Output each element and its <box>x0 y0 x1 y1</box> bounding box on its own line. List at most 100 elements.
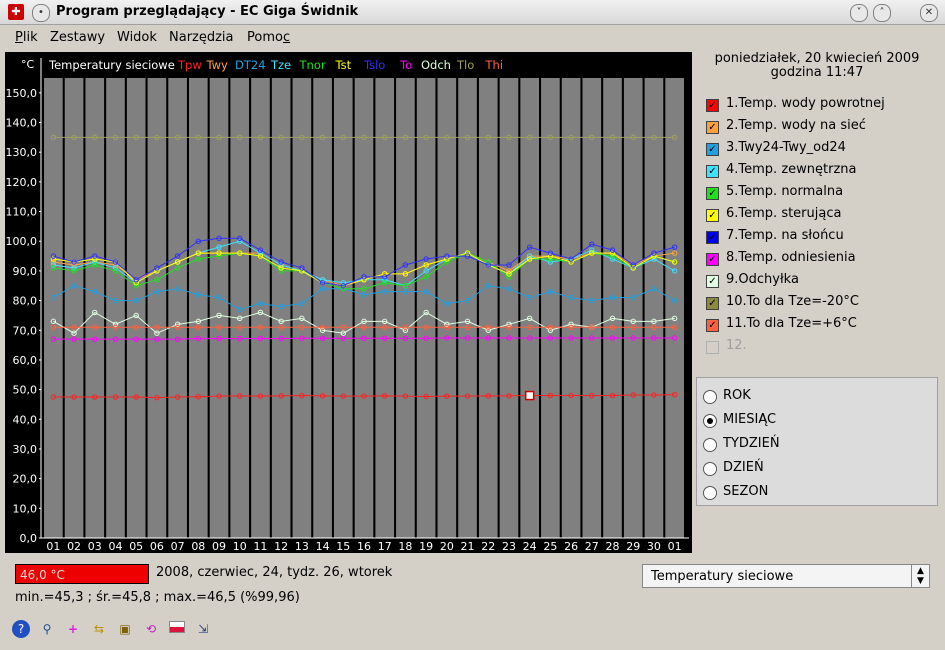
title-bar: ✚ • Program przeglądający - EC Giga Świd… <box>0 0 945 25</box>
legend-checkbox[interactable]: ✓ <box>706 99 719 112</box>
legend-checkbox[interactable]: ✓ <box>706 165 719 178</box>
day-column <box>333 78 353 538</box>
data-point <box>444 253 450 259</box>
legend-item[interactable]: 12. <box>706 338 936 358</box>
legend-item[interactable]: ✓ 9.Odchyłka <box>706 272 936 292</box>
zoom-icon[interactable]: ⚲ <box>42 622 52 636</box>
current-time: godzina 11:47 <box>770 65 864 80</box>
maximize-button[interactable]: ˄ <box>873 4 891 22</box>
data-point <box>216 335 222 342</box>
y-tick-label: 30,0 <box>13 443 38 456</box>
legend-checkbox[interactable]: ✓ <box>706 231 719 244</box>
legend-item[interactable]: ✓ 5.Temp. normalna <box>706 184 936 204</box>
data-point <box>71 262 77 268</box>
data-point <box>361 274 367 280</box>
data-point <box>278 265 284 271</box>
day-column <box>665 78 684 538</box>
legend-checkbox[interactable]: ✓ <box>706 121 719 134</box>
day-column <box>230 78 250 538</box>
legend-checkbox[interactable]: ✓ <box>706 143 719 156</box>
temperature-chart[interactable]: 0,0 10,0 20,0 30,0 40,0 50,0 60,0 70,0 80,0 90,0 1… <box>5 52 692 553</box>
data-point <box>423 288 429 295</box>
data-point <box>382 280 388 286</box>
radio-button[interactable] <box>703 438 717 452</box>
data-point <box>526 315 533 322</box>
data-point <box>630 134 636 141</box>
data-point <box>485 393 491 399</box>
chart-area[interactable]: 0,0 10,0 20,0 30,0 40,0 50,0 60,0 70,0 80,0 90,0 1… <box>5 52 692 553</box>
legend-item[interactable]: ✓ 4.Temp. zewnętrzna <box>706 162 936 182</box>
legend-label: 8.Temp. odniesienia <box>726 250 856 265</box>
data-point <box>382 271 388 277</box>
menu-help[interactable]: Pomoc <box>247 30 291 45</box>
day-column <box>603 78 622 538</box>
data-point <box>402 288 409 295</box>
legend-item[interactable]: ✓ 8.Temp. odniesienia <box>706 250 936 270</box>
menu-sets[interactable]: Zestawy <box>50 30 106 45</box>
x-tick-label: 26 <box>564 540 578 553</box>
minimize-button[interactable]: ˅ <box>850 4 868 22</box>
x-tick-label: 09 <box>212 540 226 553</box>
data-point <box>630 294 636 301</box>
data-point <box>278 134 284 141</box>
window-menu-button[interactable]: • <box>32 4 50 22</box>
legend-item[interactable]: ✓ 2.Temp. wody na sieć <box>706 118 936 138</box>
menu-tools[interactable]: Narzędzia <box>169 30 234 45</box>
legend-checkbox[interactable]: ✓ <box>706 319 719 332</box>
day-column <box>85 78 105 538</box>
x-tick-label: 17 <box>378 540 392 553</box>
legend-checkbox[interactable] <box>706 341 719 354</box>
data-point <box>402 283 409 289</box>
app-icon[interactable]: ✚ <box>8 4 24 20</box>
radio-button[interactable] <box>703 390 717 404</box>
legend-item[interactable]: ✓ 10.To dla Tze=-20°C <box>706 294 936 314</box>
data-point <box>506 324 512 330</box>
legend-checkbox[interactable]: ✓ <box>706 187 719 200</box>
legend-item[interactable]: ✓ 1.Temp. wody powrotnej <box>706 96 936 116</box>
lock-icon[interactable]: ▣ <box>119 622 131 636</box>
legend-item[interactable]: ✓ 6.Temp. sterująca <box>706 206 936 226</box>
flag-icon[interactable] <box>168 620 186 638</box>
menu-file[interactable]: Plik <box>15 30 38 45</box>
swap-icon[interactable]: ⇆ <box>93 622 105 636</box>
data-point <box>526 253 533 259</box>
refresh-icon[interactable]: ⟲ <box>145 622 157 636</box>
close-button[interactable]: ✕ <box>920 4 938 22</box>
data-point <box>299 392 305 399</box>
y-tick-label: 40,0 <box>13 413 38 426</box>
legend-item[interactable]: ✓ 11.To dla Tze=+6°C <box>706 316 936 336</box>
dataset-select[interactable]: Temperatury sieciowe ▲ ▼ <box>642 564 930 588</box>
data-point <box>237 235 243 241</box>
help-icon[interactable]: ? <box>12 620 30 638</box>
legend-label: 6.Temp. sterująca <box>726 206 842 221</box>
radio-button[interactable] <box>703 486 717 500</box>
export-icon[interactable]: ⇲ <box>197 622 209 636</box>
data-point <box>216 253 222 259</box>
legend-checkbox[interactable]: ✓ <box>706 209 719 222</box>
data-point <box>568 335 574 341</box>
legend-checkbox[interactable]: ✓ <box>706 275 719 288</box>
legend-checkbox[interactable]: ✓ <box>706 253 719 266</box>
legend-label: 10.To dla Tze=-20°C <box>726 294 859 309</box>
x-tick-label: 23 <box>502 540 516 553</box>
data-point <box>174 321 181 328</box>
radio-button[interactable] <box>703 462 717 476</box>
data-point <box>195 238 202 244</box>
crosshair-icon[interactable]: + <box>67 622 79 636</box>
radio-button[interactable] <box>703 414 717 428</box>
legend-item[interactable]: ✓ 7.Temp. na słońcu <box>706 228 936 248</box>
legend-item[interactable]: ✓ 3.Twy24-Twy_od24 <box>706 140 936 160</box>
data-point <box>609 392 616 399</box>
data-point <box>361 277 367 283</box>
data-point <box>216 244 222 250</box>
day-column <box>271 78 291 538</box>
data-point <box>50 336 57 342</box>
data-point <box>319 277 326 283</box>
select-arrows-icon[interactable]: ▲ ▼ <box>911 565 929 587</box>
legend-checkbox[interactable]: ✓ <box>706 297 719 310</box>
y-tick-label: 10,0 <box>13 502 38 515</box>
data-point <box>278 268 284 274</box>
data-point <box>154 268 160 274</box>
legend-label: 3.Twy24-Twy_od24 <box>726 140 846 155</box>
menu-view[interactable]: Widok <box>117 30 157 45</box>
